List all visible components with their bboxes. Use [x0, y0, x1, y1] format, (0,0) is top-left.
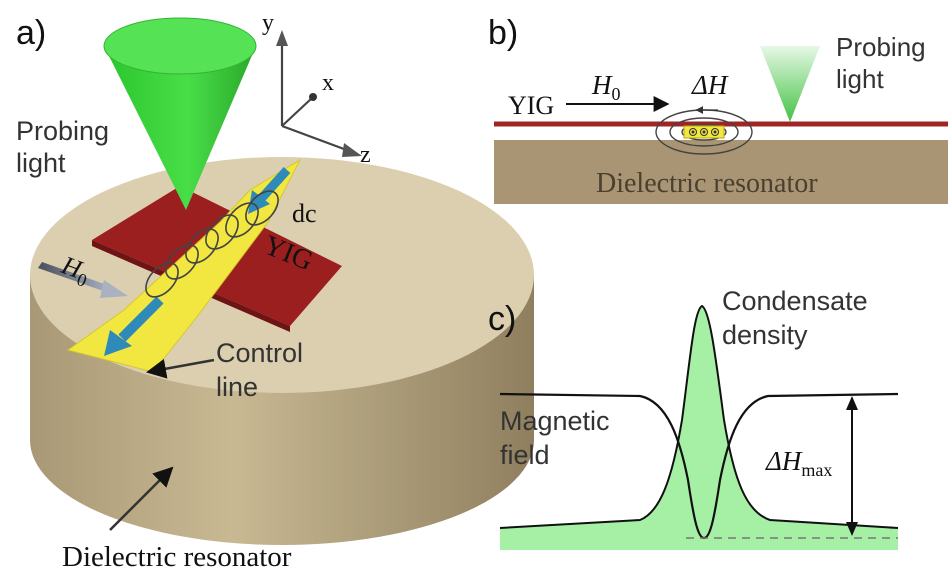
- probing-cone: [104, 46, 256, 210]
- panel-c: c) ΔHmax Condensate density Magnetic fie…: [488, 286, 899, 550]
- axis-x-head: [309, 93, 317, 101]
- delta-h-max-sub: max: [801, 460, 832, 480]
- magnetic-field-label: Magnetic field: [500, 406, 617, 470]
- probing-light-a-line1: Probing: [16, 116, 109, 146]
- panel-b: b) YIG H0 ΔH Probing light Dielectric re…: [488, 14, 948, 204]
- axis-x-label: x: [322, 70, 334, 96]
- magnetic-line1: Magnetic: [500, 406, 610, 436]
- axes: [280, 40, 353, 154]
- control-line-2: line: [216, 372, 258, 402]
- delta-h-max-label: ΔHmax: [765, 446, 832, 480]
- yig-label-b: YIG: [508, 91, 554, 120]
- panel-c-label: c): [488, 300, 516, 338]
- condensate-fill: [500, 306, 898, 550]
- probing-cone-b: [760, 46, 820, 122]
- current-arrow-bottom: [104, 296, 164, 356]
- condensate-line1: Condensate: [722, 286, 868, 316]
- resonator-label-a: Dielectric resonator: [62, 541, 292, 573]
- probing-light-label-b: Probing light: [836, 32, 933, 94]
- delta-h-label: ΔH: [691, 70, 729, 100]
- control-line-1: Control: [216, 338, 303, 368]
- probing-light-a-line2: light: [16, 148, 66, 178]
- magnetic-line2: field: [500, 440, 550, 470]
- axis-z-label: z: [360, 142, 371, 168]
- panel-a: a): [16, 10, 534, 573]
- h0-symbol-b: H: [591, 70, 613, 100]
- condensate-line2: density: [722, 320, 808, 350]
- axis-y-label: y: [262, 10, 274, 36]
- probing-light-label-a: Probing light: [16, 116, 117, 178]
- delta-h-max-head-top: [846, 396, 858, 410]
- control-line-label: Control line: [216, 338, 311, 402]
- resonator-pointer: [109, 466, 174, 531]
- delta-h-max-symbol: ΔH: [765, 446, 803, 476]
- panel-a-label: a): [16, 14, 46, 52]
- delta-h-max-head-bottom: [846, 522, 858, 536]
- h0-label-b: H0: [591, 70, 621, 104]
- h0-arrow: [38, 262, 128, 298]
- probing-light-b-line1: Probing: [836, 32, 926, 62]
- condensate-label: Condensate density: [722, 286, 875, 350]
- panel-b-label: b): [488, 14, 518, 52]
- h0-sub-b: 0: [612, 84, 621, 104]
- field-loops: [145, 190, 279, 298]
- control-line-pointer: [146, 358, 215, 379]
- axis-z-head: [342, 143, 362, 157]
- condensate-curve: [499, 304, 899, 529]
- probing-light-b-line2: light: [836, 64, 884, 94]
- b-current-dots: [689, 128, 719, 136]
- current-arrow-top: [248, 166, 291, 214]
- axis-y-head: [276, 30, 288, 46]
- dc-label: dc: [292, 199, 317, 228]
- resonator-slab: [494, 140, 948, 204]
- resonator-label-b: Dielectric resonator: [596, 168, 818, 199]
- probing-cone-top: [103, 17, 257, 75]
